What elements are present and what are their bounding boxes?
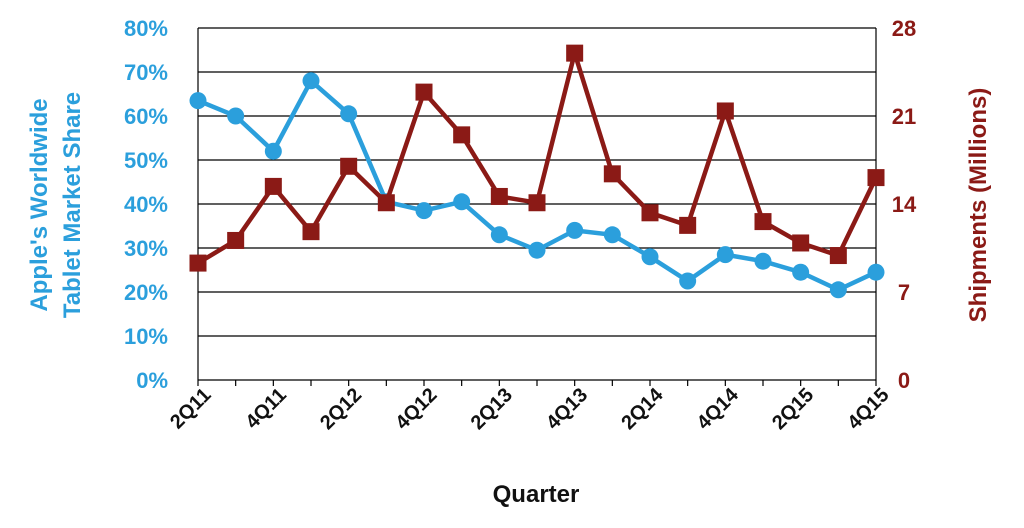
x-tick-label: 2Q15 — [768, 384, 818, 434]
market-share-point — [754, 252, 772, 270]
x-tick-label: 2Q12 — [316, 384, 366, 434]
market-share-point — [189, 92, 207, 110]
shipments-point — [302, 223, 320, 241]
market-share-point — [603, 226, 621, 244]
market-share-point — [829, 281, 847, 299]
x-tick-label: 2Q13 — [467, 384, 517, 434]
shipments-point — [528, 194, 546, 212]
shipments-point — [566, 44, 584, 62]
market-share-point — [528, 241, 546, 259]
shipments-point — [867, 169, 885, 187]
right-tick-label: 28 — [892, 16, 916, 41]
x-axis-title: Quarter — [493, 481, 580, 508]
series-layer — [189, 44, 885, 299]
shipments-point — [227, 231, 245, 249]
market-share-point — [227, 107, 245, 125]
left-tick-label: 0% — [136, 368, 168, 393]
right-tick-label: 0 — [898, 368, 910, 393]
left-tick-label: 20% — [124, 280, 168, 305]
left-axis-ticks: 0% 10% 20% 30% 40% 50% 60% 70% 80% — [124, 16, 168, 393]
x-tick-label: 4Q11 — [241, 384, 290, 433]
shipments-point — [829, 247, 847, 265]
right-tick-label: 14 — [892, 192, 917, 217]
left-tick-label: 70% — [124, 60, 168, 85]
left-tick-label: 30% — [124, 236, 168, 261]
left-tick-label: 10% — [124, 324, 168, 349]
x-tick-label: 2Q14 — [617, 383, 668, 434]
market-share-point — [415, 202, 433, 220]
market-share-point — [679, 272, 697, 290]
market-share-point — [302, 72, 320, 90]
market-share-point — [264, 142, 282, 160]
shipments-point — [453, 126, 471, 144]
market-share-point — [716, 246, 734, 264]
y-axis-title-left-line-1: Apple's Worldwide — [26, 98, 53, 311]
left-tick-label: 50% — [124, 148, 168, 173]
shipments-point — [603, 165, 621, 183]
shipments-point — [490, 187, 508, 205]
shipments-point — [679, 216, 697, 234]
left-tick-label: 40% — [124, 192, 168, 217]
x-tick-label: 4Q15 — [843, 384, 893, 434]
market-share-point — [566, 221, 584, 239]
market-share-point — [641, 248, 659, 266]
market-share-point — [490, 226, 508, 244]
shipments-point — [264, 177, 282, 195]
shipments-point — [340, 157, 358, 175]
market-share-point — [867, 263, 885, 281]
x-tick-label: 4Q14 — [693, 383, 744, 434]
x-tick-label: 4Q12 — [391, 384, 441, 434]
shipments-line — [196, 44, 879, 266]
shipments-point — [754, 213, 772, 231]
x-axis-ticks: 2Q11 4Q11 2Q12 4Q12 2Q13 4Q13 2Q14 4Q14 2Q15 4Q15 — [166, 383, 893, 434]
y-axis-title-left-line-2: Tablet Market Share — [59, 92, 86, 318]
market-share-point — [340, 105, 358, 123]
shipments-point — [641, 204, 659, 222]
right-tick-label: 7 — [898, 280, 910, 305]
shipments-point — [189, 254, 207, 272]
right-axis-ticks: 0 7 14 21 28 — [892, 16, 917, 393]
left-tick-label: 80% — [124, 16, 168, 41]
right-tick-label: 21 — [892, 104, 916, 129]
shipments-point — [377, 194, 395, 212]
shipments-point — [716, 102, 734, 120]
market-share-point — [453, 193, 471, 211]
x-tick-label: 2Q11 — [166, 384, 215, 433]
market-share-point — [792, 263, 810, 281]
left-tick-label: 60% — [124, 104, 168, 129]
shipments-point — [415, 83, 433, 101]
x-tick-label: 4Q13 — [542, 384, 592, 434]
shipments-point — [792, 234, 810, 252]
y-axis-title-right: Shipments (Millions) — [965, 88, 992, 323]
